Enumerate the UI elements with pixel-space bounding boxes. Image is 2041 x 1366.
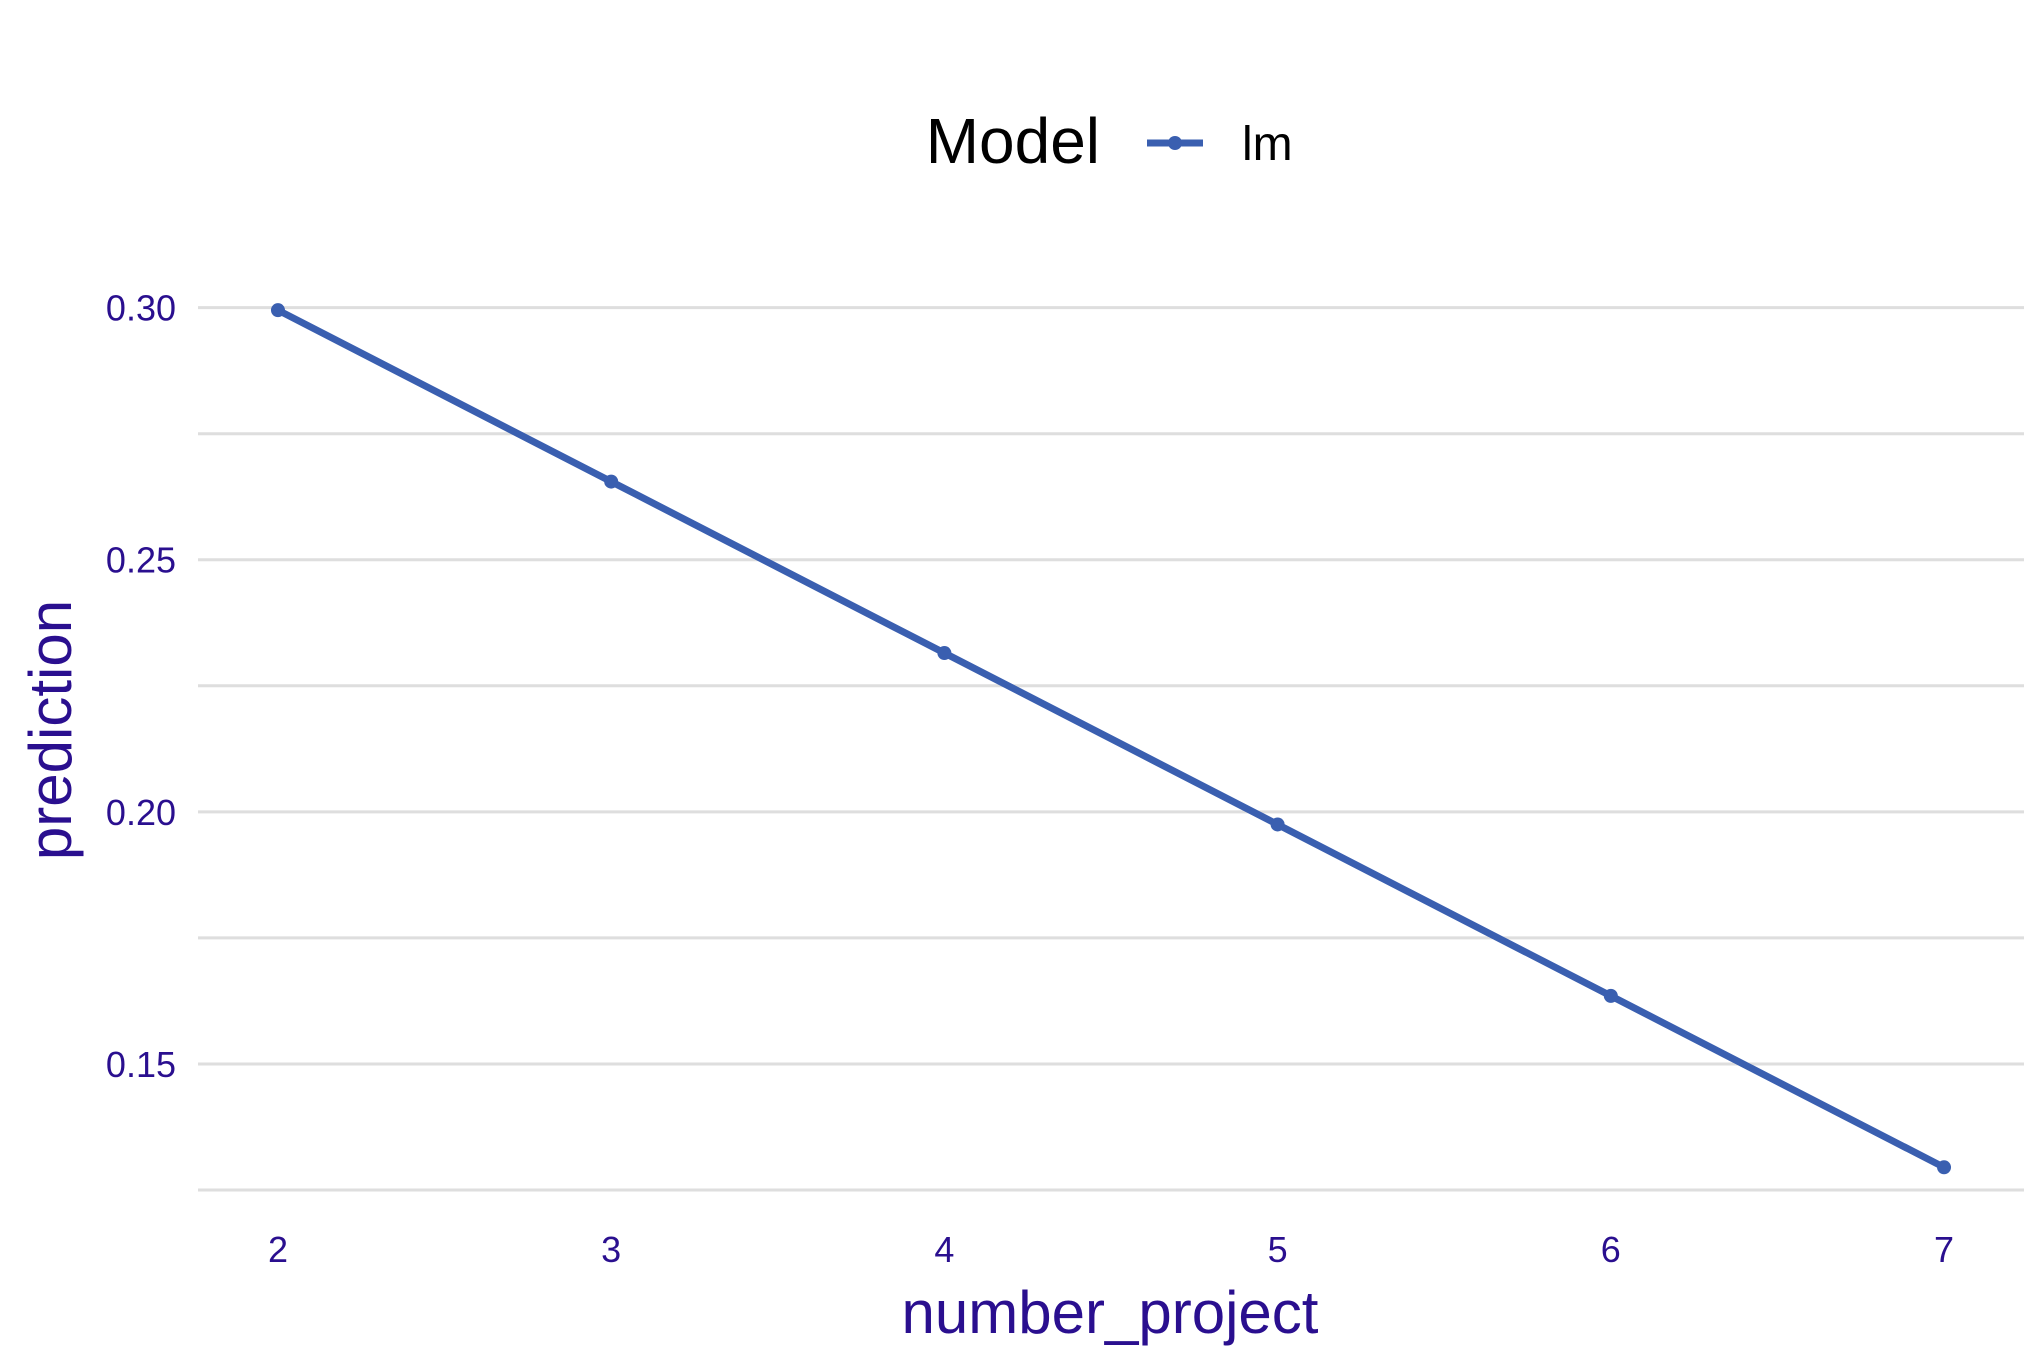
- data-point: [604, 474, 619, 489]
- legend-title: Model: [926, 105, 1100, 177]
- y-axis-tick-labels: 0.15 0.20 0.25 0.30: [106, 288, 176, 1085]
- series-line: [274, 306, 1948, 1171]
- data-point: [937, 646, 952, 661]
- data-point: [1937, 1160, 1952, 1175]
- data-point: [1270, 817, 1285, 832]
- legend-label-lm: lm: [1242, 118, 1293, 171]
- data-point: [270, 303, 285, 318]
- x-axis-tick-labels: 2 3 4 5 6 7: [268, 1229, 1954, 1270]
- gridlines: [198, 306, 2024, 1192]
- x-tick-label: 3: [601, 1229, 621, 1270]
- x-tick-label: 6: [1601, 1229, 1621, 1270]
- x-tick-label: 4: [934, 1229, 954, 1270]
- legend: Model lm: [926, 105, 1293, 177]
- x-tick-label: 7: [1934, 1229, 1954, 1270]
- legend-swatch-point: [1168, 136, 1182, 150]
- x-axis-title: number_project: [902, 1279, 1319, 1346]
- series-lm: [270, 303, 1952, 1175]
- x-tick-label: 2: [268, 1229, 288, 1270]
- y-tick-label: 0.20: [106, 792, 176, 833]
- y-tick-label: 0.15: [106, 1044, 176, 1085]
- x-tick-label: 5: [1268, 1229, 1288, 1270]
- y-axis-title: prediction: [17, 600, 84, 860]
- y-tick-label: 0.30: [106, 288, 176, 329]
- y-tick-label: 0.25: [106, 540, 176, 581]
- data-point: [1603, 988, 1618, 1003]
